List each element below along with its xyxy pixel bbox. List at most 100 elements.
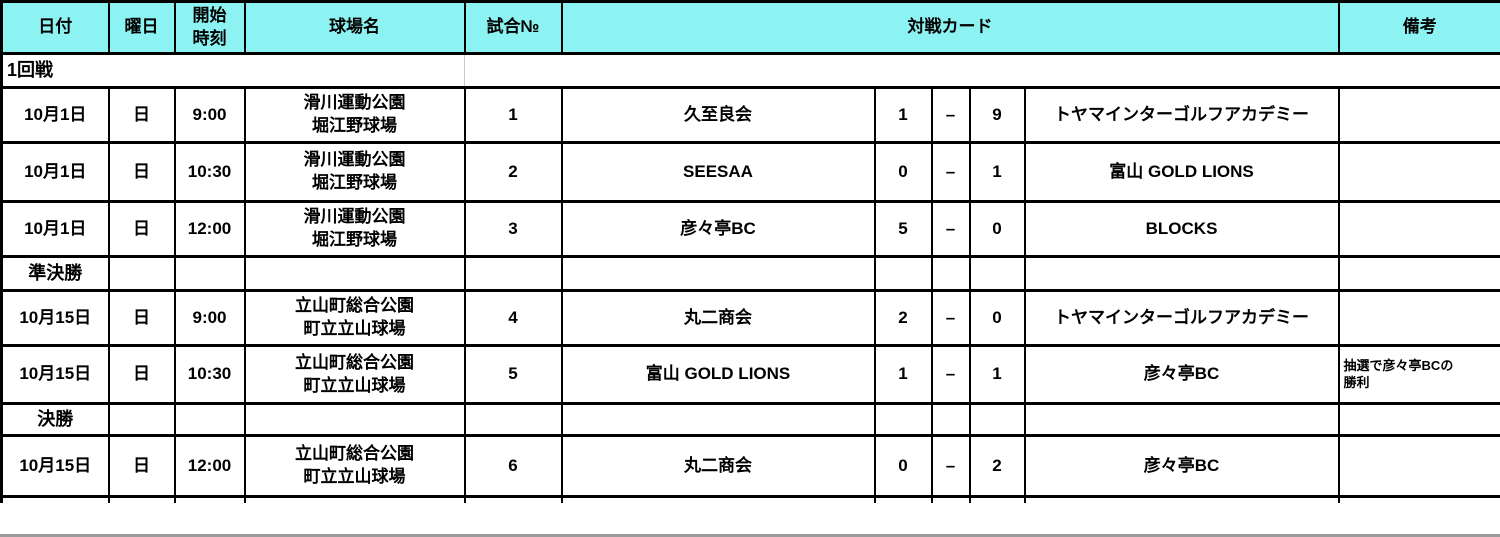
table-row-game4: 10月15日 日 9:00 立山町総合公園 町立立山球場 4 丸二商会 2 – … [0, 289, 1500, 347]
remarks-cell [1337, 86, 1500, 144]
header-day: 曜日 [107, 0, 176, 55]
score-dash: – [930, 141, 971, 203]
score1-cell: 0 [873, 434, 933, 498]
table-row-game6: 10月15日 日 12:00 立山町総合公園 町立立山球場 6 丸二商会 0 –… [0, 434, 1500, 498]
section-row-semifinal: 準決勝 [0, 255, 1500, 292]
game-no-cell: 4 [463, 289, 563, 347]
date-cell: 10月15日 [0, 344, 110, 405]
team2-cell: 富山 GOLD LIONS [1023, 141, 1340, 203]
day-cell: 日 [107, 344, 176, 405]
time-cell: 10:30 [173, 141, 246, 203]
day-cell: 日 [107, 141, 176, 203]
empty-cell [1023, 255, 1340, 292]
score-dash: – [930, 200, 971, 258]
section-row-final: 決勝 [0, 402, 1500, 437]
score-dash: – [930, 344, 971, 405]
day-cell: 日 [107, 289, 176, 347]
venue-cell: 滑川運動公園 堀江野球場 [243, 86, 466, 144]
score2-cell: 0 [968, 200, 1026, 258]
score2-cell: 2 [968, 434, 1026, 498]
remarks-cell [1337, 289, 1500, 347]
score-dash: – [930, 86, 971, 144]
empty-cell [463, 402, 563, 437]
empty-cell [968, 255, 1026, 292]
remarks-cell [1337, 434, 1500, 498]
header-venue: 球場名 [243, 0, 466, 55]
remarks-cell [1337, 141, 1500, 203]
team2-cell: 彦々亭BC [1023, 344, 1340, 405]
game-no-cell: 3 [463, 200, 563, 258]
empty-cell [560, 402, 876, 437]
team2-cell: トヤマインターゴルフアカデミー [1023, 289, 1340, 347]
empty-cell [463, 495, 563, 503]
game-no-cell: 5 [463, 344, 563, 405]
day-cell: 日 [107, 86, 176, 144]
date-cell: 10月1日 [0, 141, 110, 203]
header-remarks: 備考 [1337, 0, 1500, 55]
day-cell: 日 [107, 200, 176, 258]
venue-cell: 滑川運動公園 堀江野球場 [243, 141, 466, 203]
empty-cell [243, 255, 466, 292]
score2-cell: 1 [968, 141, 1026, 203]
venue-cell: 立山町総合公園 町立立山球場 [243, 289, 466, 347]
empty-cell [930, 402, 971, 437]
date-cell: 10月15日 [0, 434, 110, 498]
empty-cell [463, 255, 563, 292]
date-cell: 10月1日 [0, 200, 110, 258]
section-label: 準決勝 [0, 255, 110, 292]
header-start-time: 開始 時刻 [173, 0, 246, 55]
team1-cell: SEESAA [560, 141, 876, 203]
empty-cell [173, 495, 246, 503]
empty-cell [873, 402, 933, 437]
time-cell: 9:00 [173, 289, 246, 347]
team1-cell: 富山 GOLD LIONS [560, 344, 876, 405]
empty-cell [560, 255, 876, 292]
score1-cell: 1 [873, 86, 933, 144]
tournament-schedule-table: 日付 曜日 開始 時刻 球場名 試合№ 対戦カード 備考 1回戦 10月1日 日… [0, 0, 1500, 503]
empty-cell [1337, 255, 1500, 292]
table-row-game1: 10月1日 日 9:00 滑川運動公園 堀江野球場 1 久至良会 1 – 9 ト… [0, 86, 1500, 144]
empty-cell [968, 402, 1026, 437]
score2-cell: 9 [968, 86, 1026, 144]
score-dash: – [930, 434, 971, 498]
game-no-cell: 6 [463, 434, 563, 498]
section-label: 決勝 [0, 402, 110, 437]
table-row-game2: 10月1日 日 10:30 滑川運動公園 堀江野球場 2 SEESAA 0 – … [0, 141, 1500, 203]
score1-cell: 1 [873, 344, 933, 405]
header-date: 日付 [0, 0, 110, 55]
date-cell: 10月1日 [0, 86, 110, 144]
section-empty-area [463, 52, 1500, 89]
team1-cell: 久至良会 [560, 86, 876, 144]
empty-cell [107, 495, 176, 503]
empty-cell [873, 495, 933, 503]
venue-cell: 滑川運動公園 堀江野球場 [243, 200, 466, 258]
time-cell: 9:00 [173, 86, 246, 144]
venue-cell: 立山町総合公園 町立立山球場 [243, 344, 466, 405]
empty-cell [243, 402, 466, 437]
score1-cell: 5 [873, 200, 933, 258]
remarks-cell [1337, 200, 1500, 258]
table-row-game5: 10月15日 日 10:30 立山町総合公園 町立立山球場 5 富山 GOLD … [0, 344, 1500, 405]
empty-cell [107, 255, 176, 292]
section-label: 1回戦 [0, 52, 465, 89]
table-header-row: 日付 曜日 開始 時刻 球場名 試合№ 対戦カード 備考 [0, 0, 1500, 55]
team2-cell: BLOCKS [1023, 200, 1340, 258]
empty-cell [1337, 402, 1500, 437]
score-dash: – [930, 289, 971, 347]
game-no-cell: 1 [463, 86, 563, 144]
empty-cell [0, 495, 110, 503]
time-cell: 12:00 [173, 200, 246, 258]
table-row-game3: 10月1日 日 12:00 滑川運動公園 堀江野球場 3 彦々亭BC 5 – 0… [0, 200, 1500, 258]
section-row-round1: 1回戦 [0, 52, 1500, 89]
empty-cell [173, 402, 246, 437]
team2-cell: トヤマインターゴルフアカデミー [1023, 86, 1340, 144]
score1-cell: 0 [873, 141, 933, 203]
header-game-no: 試合№ [463, 0, 563, 55]
score2-cell: 0 [968, 289, 1026, 347]
team1-cell: 彦々亭BC [560, 200, 876, 258]
game-no-cell: 2 [463, 141, 563, 203]
bottom-edge-divider [0, 534, 1500, 537]
empty-cell [968, 495, 1026, 503]
empty-cell [560, 495, 876, 503]
